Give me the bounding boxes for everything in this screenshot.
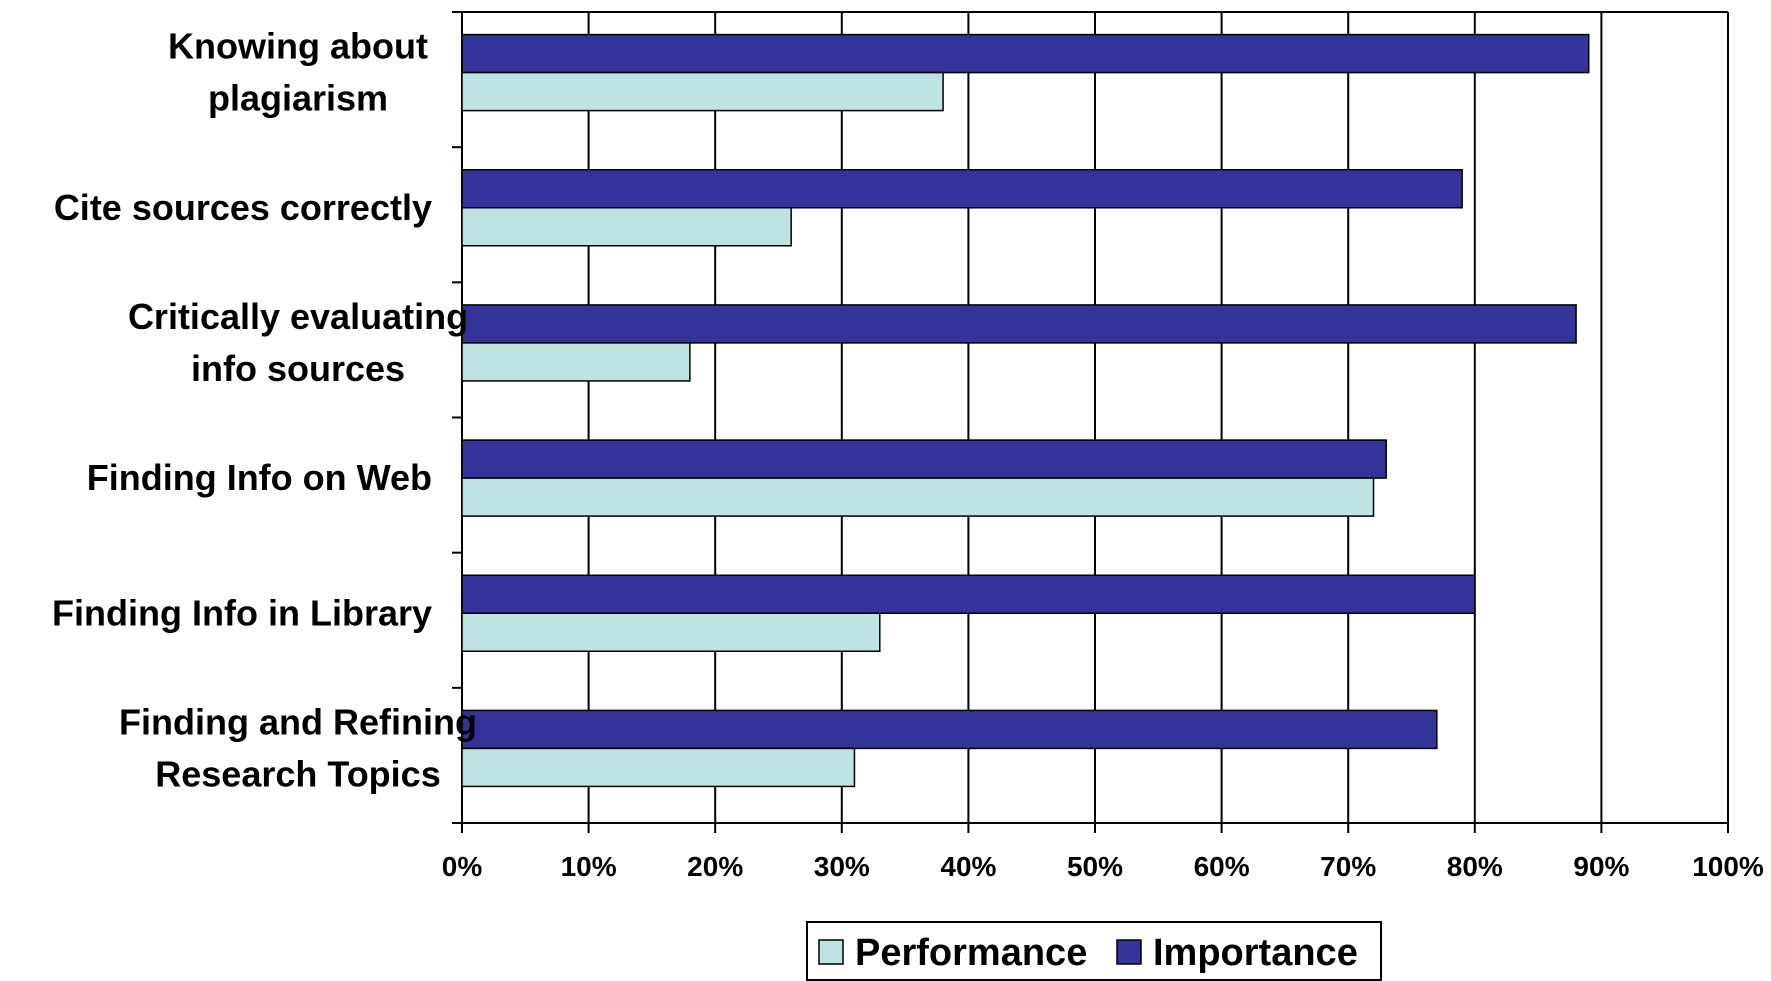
- x-tick-label: 80%: [1447, 851, 1503, 882]
- bar-performance: [461, 612, 881, 652]
- x-tick-label: 40%: [940, 851, 996, 882]
- category-label-line: Research Topics: [155, 753, 440, 794]
- bar-performance: [461, 747, 856, 788]
- category-label: Critically evaluating info sources: [128, 296, 468, 389]
- bar-importance: [461, 709, 1438, 750]
- bar-importance: [461, 304, 1577, 344]
- x-tick-label: 90%: [1573, 851, 1629, 882]
- bar-performance: [461, 477, 1375, 517]
- bar-performance: [461, 342, 691, 382]
- legend-swatch-importance: [1116, 939, 1142, 965]
- legend-box: [806, 921, 1382, 981]
- category-label: Cite sources correctly: [54, 187, 432, 228]
- category-label: Knowing about plagiarism: [168, 26, 428, 119]
- category-label-line: plagiarism: [208, 78, 388, 119]
- x-tick-label: 20%: [687, 851, 743, 882]
- category-label-line: Knowing about: [168, 26, 428, 67]
- x-tick-label: 100%: [1692, 851, 1764, 882]
- category-label-line: info sources: [191, 348, 405, 389]
- category-label-line: Critically evaluating: [128, 296, 468, 337]
- category-label: Finding Info on Web: [87, 457, 432, 498]
- bar-importance: [461, 169, 1463, 209]
- legend-label-performance: Performance: [855, 932, 1087, 974]
- bar-performance: [461, 207, 792, 247]
- category-label: Finding and Refining Research Topics: [119, 701, 477, 794]
- bar-importance: [461, 439, 1387, 479]
- bar-importance: [461, 574, 1476, 614]
- x-tick-label: 70%: [1320, 851, 1376, 882]
- x-tick-label: 60%: [1194, 851, 1250, 882]
- bar-performance: [461, 71, 944, 112]
- legend-label-importance: Importance: [1153, 932, 1358, 974]
- legend-swatch-performance: [818, 939, 844, 965]
- x-tick-label: 10%: [561, 851, 617, 882]
- category-label-line: Finding and Refining: [119, 701, 477, 742]
- bar-importance: [461, 33, 1590, 74]
- x-tick-label: 30%: [814, 851, 870, 882]
- x-tick-label: 0%: [442, 851, 483, 882]
- x-tick-label: 50%: [1067, 851, 1123, 882]
- category-label: Finding Info in Library: [52, 592, 432, 633]
